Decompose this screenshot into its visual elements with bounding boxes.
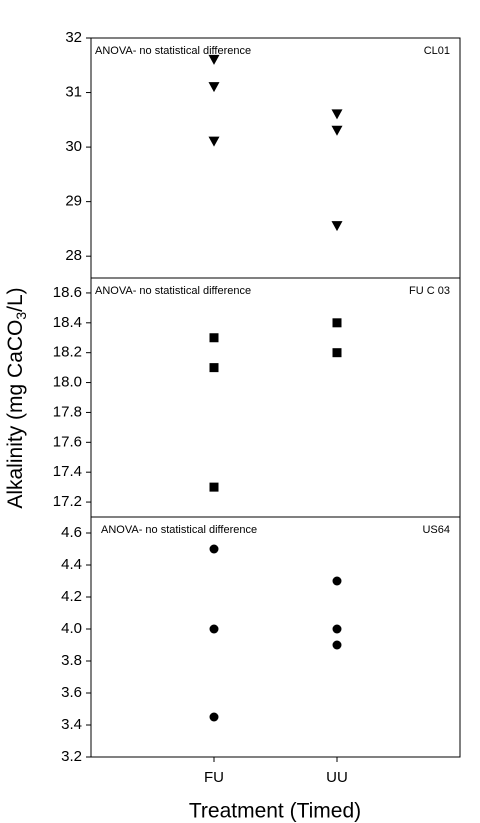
point (331, 109, 343, 120)
y-tick-label: 32 (65, 29, 82, 46)
point (331, 221, 343, 232)
y-label-text: Alkalinity (mg CaCO (4, 320, 27, 509)
point (332, 576, 342, 586)
y-label-sub: 3 (13, 312, 29, 320)
point (332, 318, 342, 328)
y-tick-label: 18.2 (53, 344, 82, 361)
y-tick-label: 4.0 (61, 620, 82, 637)
point (208, 82, 220, 93)
point (208, 54, 220, 65)
point (331, 125, 343, 136)
annotation: ANOVA- no statistical difference (95, 285, 251, 297)
y-tick-label: 4.6 (61, 524, 82, 541)
panel-label: US64 (422, 524, 450, 536)
y-tick-label: 17.8 (53, 403, 82, 420)
point (209, 333, 219, 343)
y-tick-label: 18.6 (53, 284, 82, 301)
point (209, 482, 219, 492)
x-axis-label: Treatment (Timed) (189, 800, 361, 823)
y-tick-label: 17.6 (53, 433, 82, 450)
point (332, 640, 342, 650)
point (209, 624, 219, 634)
y-tick-label: 3.4 (61, 716, 82, 733)
panel-label: CL01 (424, 45, 450, 57)
point (208, 136, 220, 147)
panel-frame (90, 516, 461, 758)
y-tick-label: 30 (65, 138, 82, 155)
annotation: ANOVA- no statistical difference (95, 45, 251, 57)
y-tick-label: 18.0 (53, 374, 82, 391)
y-tick-label: 28 (65, 247, 82, 264)
x-tick-label: UU (326, 769, 348, 786)
panel-label: FU C 03 (409, 285, 450, 297)
point (332, 348, 342, 358)
annotation: ANOVA- no statistical difference (101, 524, 257, 536)
y-tick-label: 17.4 (53, 463, 82, 480)
y-tick-label: 4.4 (61, 556, 82, 573)
point (332, 624, 342, 634)
point (209, 363, 219, 373)
y-tick-label: 4.2 (61, 588, 82, 605)
point (209, 544, 219, 554)
y-tick-label: 31 (65, 84, 82, 101)
y-tick-label: 3.2 (61, 748, 82, 765)
y-tick-label: 29 (65, 193, 82, 210)
panel-frame (90, 277, 461, 518)
y-tick-label: 17.2 (53, 493, 82, 510)
y-label-tail: /L) (4, 287, 27, 312)
y-tick-label: 18.4 (53, 314, 82, 331)
y-tick-label: 3.8 (61, 652, 82, 669)
y-axis-label: Alkalinity (mg CaCO3/L) (4, 287, 29, 508)
panel-frame (90, 37, 461, 279)
point (209, 712, 219, 722)
x-tick-label: FU (204, 769, 224, 786)
y-tick-label: 3.6 (61, 684, 82, 701)
